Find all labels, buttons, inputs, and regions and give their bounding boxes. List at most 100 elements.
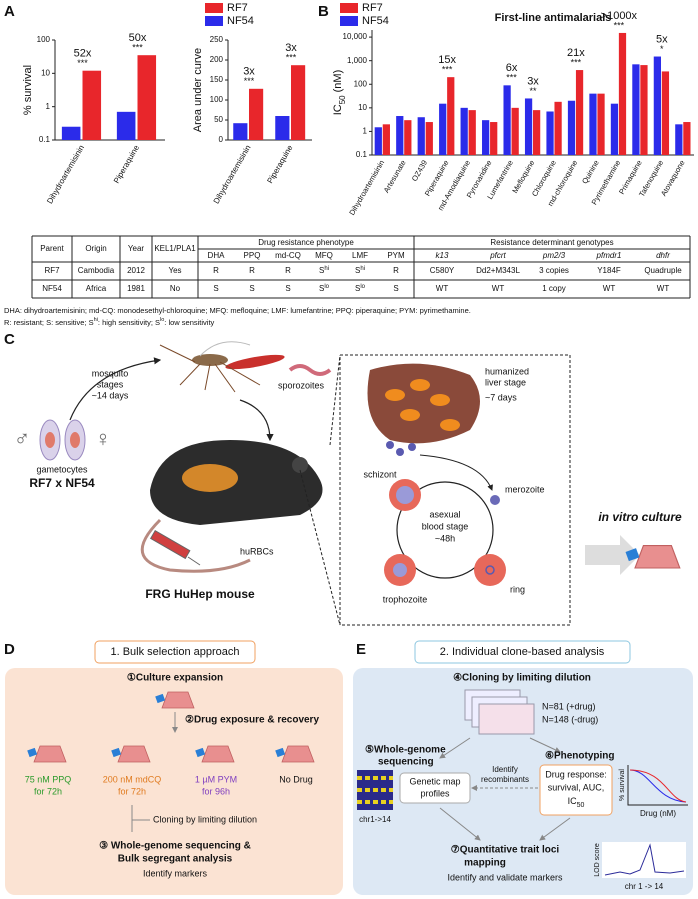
arrow bbox=[585, 535, 640, 575]
table-cell: hi bbox=[360, 266, 365, 272]
y-tick-label: 150 bbox=[210, 75, 224, 84]
heatmap-icon bbox=[357, 776, 393, 804]
cell bbox=[485, 565, 495, 575]
table-header: PPQ bbox=[244, 251, 261, 260]
step: Bulk segregant analysis bbox=[118, 854, 233, 865]
label: LOD score bbox=[594, 843, 601, 877]
legend-swatch bbox=[205, 3, 223, 13]
bar bbox=[482, 120, 490, 155]
label: FRG HuHep mouse bbox=[145, 587, 255, 601]
bar bbox=[460, 107, 468, 155]
y-tick-label: 0.1 bbox=[39, 135, 51, 144]
table-header: PYM bbox=[387, 251, 405, 260]
lod-plot-icon bbox=[602, 842, 686, 878]
table-cell: 1 copy bbox=[542, 284, 566, 293]
significance: *** bbox=[77, 58, 88, 68]
y-tick-label: 50 bbox=[214, 115, 223, 124]
legend-label: RF7 bbox=[362, 2, 383, 14]
chart-title: First-line antimalarials bbox=[495, 12, 612, 24]
table-cell: NF54 bbox=[42, 284, 62, 293]
bar bbox=[382, 124, 390, 155]
step: ⑥Phenotyping bbox=[545, 751, 615, 762]
table-cell: Dd2+M343L bbox=[476, 266, 520, 275]
label: ~48h bbox=[435, 533, 455, 543]
label: profiles bbox=[420, 788, 450, 798]
label: recombinants bbox=[481, 775, 529, 784]
table-header: LMF bbox=[352, 251, 368, 260]
label: Drug response: bbox=[545, 769, 607, 779]
y-axis-label: 50 bbox=[338, 95, 347, 104]
fold-label: 50x bbox=[129, 32, 147, 44]
fold-label: 21x bbox=[567, 47, 585, 59]
gametocyte bbox=[45, 432, 55, 448]
arrow bbox=[439, 807, 481, 841]
label: liver stage bbox=[485, 377, 526, 387]
step: ④Cloning by limiting dilution bbox=[453, 673, 591, 684]
label: ~14 days bbox=[92, 390, 129, 400]
bar bbox=[567, 100, 576, 155]
bar bbox=[447, 77, 455, 155]
y-tick-label: 200 bbox=[210, 55, 224, 64]
cell bbox=[474, 554, 506, 586]
bar bbox=[116, 111, 136, 140]
label: mosquito bbox=[92, 368, 129, 378]
table-cell: Quadruple bbox=[644, 266, 682, 275]
bar bbox=[618, 32, 627, 156]
step: ①Culture expansion bbox=[127, 673, 223, 684]
significance: *** bbox=[614, 20, 625, 30]
step: mapping bbox=[464, 858, 506, 869]
significance: * bbox=[660, 44, 664, 54]
footnote: lo bbox=[160, 317, 164, 323]
bar bbox=[82, 70, 102, 140]
bar bbox=[675, 124, 683, 155]
plate-icon bbox=[478, 703, 535, 735]
bar bbox=[533, 110, 541, 155]
label: huRBCs bbox=[240, 546, 274, 556]
label: merozoite bbox=[505, 484, 545, 494]
legend-label: NF54 bbox=[362, 15, 389, 27]
table-header: Parent bbox=[40, 244, 64, 253]
bar bbox=[632, 64, 640, 155]
arrow bbox=[239, 399, 274, 442]
step: ⑦Quantitative trait loci bbox=[451, 845, 560, 856]
table-cell: R bbox=[213, 266, 219, 275]
panel-bg bbox=[5, 668, 343, 895]
inset-box bbox=[339, 354, 571, 626]
condition: No Drug bbox=[279, 774, 313, 784]
label: blood stage bbox=[422, 521, 469, 531]
label: chr 1 -> 14 bbox=[625, 882, 664, 891]
table-cell: S bbox=[319, 284, 324, 293]
table-cell: R bbox=[249, 266, 255, 275]
title-box bbox=[94, 640, 256, 664]
x-tick-label: OZ439 bbox=[410, 158, 429, 182]
bar bbox=[249, 88, 264, 140]
bar bbox=[417, 117, 425, 155]
footnote: hi bbox=[94, 317, 98, 323]
box bbox=[399, 772, 471, 804]
label: sporozoites bbox=[278, 380, 325, 390]
bar bbox=[425, 122, 433, 155]
step: ⑤Whole-genome bbox=[365, 745, 446, 756]
table-cell: 2012 bbox=[127, 266, 145, 275]
table-cell: S bbox=[249, 284, 254, 293]
label: 50 bbox=[577, 802, 585, 809]
bar bbox=[546, 111, 554, 155]
y-tick-label: 1 bbox=[363, 127, 368, 136]
y-tick-label: 0.1 bbox=[356, 150, 368, 159]
table-cell: S bbox=[285, 284, 290, 293]
legend-swatch bbox=[340, 16, 358, 26]
table-cell: WT bbox=[603, 284, 616, 293]
bar bbox=[640, 65, 648, 155]
cell bbox=[393, 563, 407, 577]
footnote: : high sensitivity; S bbox=[98, 318, 160, 327]
dose-curve-icon bbox=[627, 765, 688, 806]
cell bbox=[396, 486, 414, 504]
panel-letter: B bbox=[318, 3, 329, 20]
label: Identify markers bbox=[143, 868, 208, 878]
box bbox=[539, 764, 613, 816]
y-tick-label: 250 bbox=[210, 35, 224, 44]
label: Identify bbox=[492, 765, 518, 774]
table-cell: RF7 bbox=[44, 266, 60, 275]
table-cell: R bbox=[285, 266, 291, 275]
footnote: R: resistant; S: sensitive; Shi: high se… bbox=[4, 317, 215, 327]
